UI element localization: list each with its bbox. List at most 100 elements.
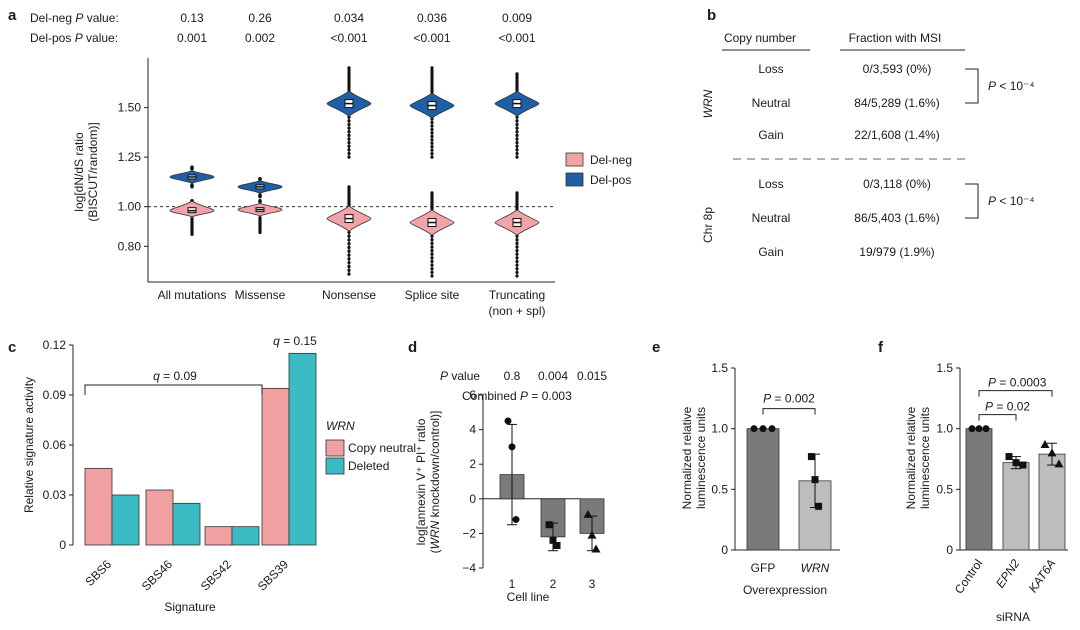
- panel-b: b Copy number Fraction with MSI Loss 0/3,…: [701, 7, 1035, 259]
- outlier-point: [515, 115, 519, 119]
- x-axis-label: Overexpression: [743, 583, 827, 597]
- outlier-point: [515, 155, 519, 159]
- data-point: [1047, 448, 1057, 457]
- y-tick-label: 0: [946, 543, 953, 557]
- outlier-point: [258, 177, 262, 181]
- y-tick-label: 0.5: [711, 482, 728, 496]
- outlier-point: [515, 151, 519, 156]
- table-rows: Loss 0/3,593 (0%) Neutral 84/5,289 (1.6%) Ga…: [752, 62, 940, 259]
- outlier-point: [515, 270, 519, 275]
- legend-swatch: [565, 152, 584, 167]
- outlier-point: [515, 140, 519, 145]
- outlier-point: [347, 238, 351, 242]
- p-annotation: P = 0.02: [985, 400, 1030, 414]
- p-value-rows: 0.13 0.26 0.034 0.036 0.009 0.001 0.002 <0.001 <…: [177, 11, 536, 45]
- data-point: [1019, 461, 1027, 469]
- p-value-del-pos: 0.001: [177, 31, 207, 45]
- outlier-point: [347, 264, 351, 269]
- y-axis-label-line1: log[annexin V⁺ PI⁺ ratio: [414, 418, 428, 545]
- p-symbol: P: [988, 376, 996, 390]
- p-bracket-label: P < 10⁻⁴: [988, 79, 1035, 93]
- data-point: [1005, 453, 1013, 461]
- data-point: [545, 521, 553, 529]
- data-point: [1012, 459, 1020, 467]
- outlier-point: [347, 155, 351, 159]
- group-label-chr8p: Chr 8p: [701, 207, 715, 243]
- y-tick-label: 1.50: [118, 101, 142, 115]
- x-axis-label: Signature: [164, 600, 216, 614]
- y-tick-label: 4: [469, 423, 476, 437]
- combined-p: Combined P = 0.003: [462, 389, 572, 403]
- x-tick-label: SBS6: [83, 557, 115, 589]
- outlier-point: [258, 230, 262, 235]
- p-value: 0.015: [577, 369, 607, 383]
- outlier-point: [515, 238, 519, 242]
- bar: [965, 428, 993, 551]
- p-threshold: < 10⁻⁴: [996, 79, 1035, 93]
- x-tick-labels: All mutations Missense Nonsense Splice site…: [158, 288, 546, 318]
- data-point: [811, 476, 819, 484]
- panel-e-letter: e: [652, 339, 660, 356]
- data-point: [583, 509, 593, 518]
- data-point: [982, 425, 990, 433]
- p-value-del-pos: <0.001: [413, 31, 450, 45]
- y-tick-label: 0.06: [43, 438, 67, 452]
- legend-swatch: [565, 172, 584, 187]
- outlier-point: [430, 138, 434, 142]
- x-tick-label: Missense: [235, 288, 286, 302]
- y-tick-label: 0.03: [43, 488, 67, 502]
- bar-copy-neutral: [145, 489, 174, 546]
- outlier-point: [258, 200, 262, 204]
- fraction-cell: 0/3,118 (0%): [863, 177, 931, 191]
- x-tick-label: SBS46: [139, 557, 176, 594]
- outlier-point: [430, 259, 434, 264]
- data-point: [504, 417, 512, 425]
- data-point: [587, 530, 597, 539]
- y-tick-label: 0.80: [118, 239, 142, 253]
- outlier-point: [430, 131, 434, 135]
- q-symbol: q: [273, 334, 280, 348]
- outlier-point: [430, 89, 434, 93]
- outlier-point: [347, 126, 351, 130]
- outlier-point: [430, 245, 434, 249]
- bar-chart: −4 −2 0 2 4 6 1 0.8 2 0.004 3 0.015: [462, 369, 607, 591]
- y-tick-label: 1.5: [711, 361, 728, 375]
- copy-number-cell: Neutral: [752, 96, 791, 110]
- outlier-point: [515, 245, 519, 249]
- y-axis-label-line1: log[dN/dS ratio: [72, 132, 86, 212]
- outlier-point: [347, 140, 351, 145]
- data-point: [512, 516, 520, 524]
- outlier-point: [515, 133, 519, 137]
- grouped-bar-chart: 0 0.03 0.06 0.09 0.12 SBS6 SBS46 SBS42 SBS39 q = …: [43, 334, 318, 594]
- y-tick-label: 0: [469, 492, 476, 506]
- outlier-point: [430, 238, 434, 242]
- outlier-point: [430, 80, 434, 84]
- y-axis: 0.80 1.00 1.25 1.50: [118, 58, 555, 283]
- outlier-point: [347, 115, 351, 119]
- outlier-point: [430, 252, 434, 256]
- outlier-point: [515, 241, 519, 245]
- outlier-point: [515, 267, 519, 271]
- outlier-point: [347, 272, 351, 276]
- bar: [1038, 453, 1066, 551]
- data-point: [968, 425, 976, 433]
- x-axis-label: Cell line: [507, 590, 550, 604]
- outlier-point: [515, 249, 519, 253]
- legend-title: WRN: [326, 419, 355, 433]
- del-neg-p-label: Del-neg P value:: [30, 11, 119, 25]
- significance-bracket: [978, 414, 1017, 421]
- y-axis-label: Relative signature activity: [22, 377, 36, 513]
- outlier-point: [515, 148, 519, 152]
- outlier-point: [515, 137, 519, 141]
- p-value: = 0.02: [993, 400, 1030, 414]
- x-tick-label: GFP: [751, 561, 776, 575]
- outlier-point: [347, 261, 351, 265]
- group-label-wrn: WRN: [701, 89, 715, 118]
- data-point: [1054, 459, 1064, 468]
- p-bracket-label: P < 10⁻⁴: [988, 194, 1035, 208]
- fraction-cell: 22/1,608 (1.4%): [854, 128, 939, 142]
- y-tick-label: 0.12: [43, 338, 67, 352]
- x-tick-label: All mutations: [158, 288, 227, 302]
- p-value-del-neg: 0.13: [180, 11, 204, 25]
